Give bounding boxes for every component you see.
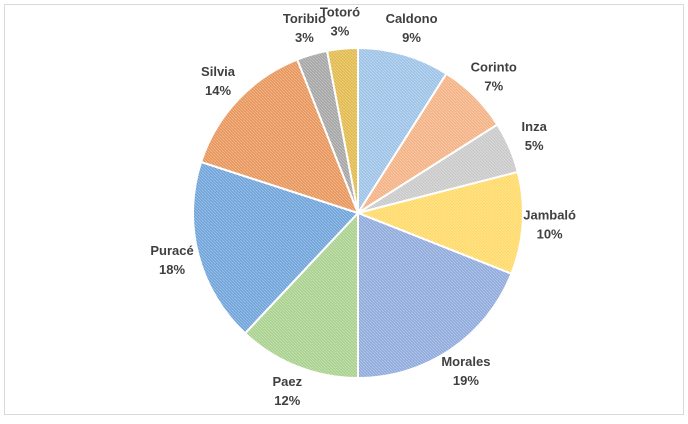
slice-label-name: Corinto <box>471 60 517 75</box>
slice-texture <box>201 59 358 213</box>
slice-label-value: 3% <box>295 30 314 45</box>
slice-texture <box>245 213 358 378</box>
slice-texture <box>358 171 523 274</box>
slice-texture <box>358 48 447 213</box>
slice-label-name: Silvia <box>201 64 236 79</box>
slice-label-value: 10% <box>537 226 563 241</box>
slice-texture <box>193 162 358 334</box>
slice-label-name: Jambaló <box>523 207 576 222</box>
slice-label-name: Morales <box>441 354 490 369</box>
slice-texture <box>297 50 358 213</box>
slice-label-value: 3% <box>331 23 350 38</box>
slice-label-name: Inza <box>522 119 548 134</box>
slice-label-value: 14% <box>205 83 231 98</box>
slice-label-value: 18% <box>159 262 185 277</box>
slice-label-value: 12% <box>274 393 300 408</box>
slice-label-name: Puracé <box>150 243 193 258</box>
slice-texture <box>358 213 512 378</box>
slice-label-name: Totoró <box>320 4 360 19</box>
slice-label-value: 5% <box>525 138 544 153</box>
slice-label-name: Caldono <box>386 11 438 26</box>
slice-label-value: 9% <box>402 30 421 45</box>
slice-texture <box>358 73 498 214</box>
slice-label-value: 19% <box>453 373 479 388</box>
slice-texture <box>358 124 518 213</box>
slice-label-name: Paez <box>272 374 302 389</box>
slice-label-name: Toribio <box>283 11 326 26</box>
slice-texture <box>327 48 358 213</box>
slice-label-value: 7% <box>484 79 503 94</box>
